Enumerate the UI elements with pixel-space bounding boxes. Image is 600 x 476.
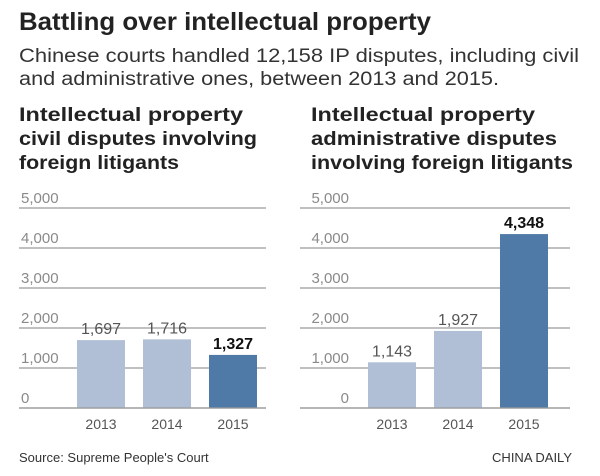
bar-2015 xyxy=(209,354,257,408)
bar-2013 xyxy=(368,362,416,408)
y-tick-label: 2,000 xyxy=(21,310,59,327)
bar-2014 xyxy=(434,330,482,408)
x-category-label: 2015 xyxy=(217,416,248,432)
value-label: 1,927 xyxy=(438,312,478,329)
x-category-label: 2014 xyxy=(442,416,473,432)
bar-2013 xyxy=(77,340,125,408)
source-note: Source: Supreme People's Court xyxy=(19,450,209,465)
x-category-label: 2014 xyxy=(151,416,182,432)
y-tick-label: 3,000 xyxy=(311,270,349,287)
value-label: 1,143 xyxy=(372,343,412,360)
chart1-title-line-3: foreign litigants xyxy=(19,153,179,174)
chart1-title-line-1: Intellectual property xyxy=(19,105,244,126)
y-tick-label: 0 xyxy=(341,390,349,407)
administrative-disputes-chart: 0 1,000 2,000 3,000 4,000 5,000 1,143 2013 1,927… xyxy=(300,190,570,432)
x-category-label: 2013 xyxy=(376,416,407,432)
bar-2015 xyxy=(500,234,548,408)
subtitle-line-2: and administrative ones, between 2013 an… xyxy=(19,69,499,90)
value-label: 1,327 xyxy=(213,336,253,353)
value-label: 1,697 xyxy=(81,321,121,338)
value-label: 1,716 xyxy=(147,320,187,337)
main-title: Battling over intellectual property xyxy=(19,8,431,36)
civil-disputes-chart: 0 1,000 2,000 3,000 4,000 5,000 1,697 2013 1,716… xyxy=(19,190,266,432)
value-label: 4,348 xyxy=(504,215,544,232)
chart2-title-line-1: Intellectual property xyxy=(311,105,536,126)
chart1-title-line-2: civil disputes involving xyxy=(19,129,257,150)
chart2-title-line-2: administrative disputes xyxy=(311,129,557,150)
chart2-title-line-3: involving foreign litigants xyxy=(311,153,573,174)
y-tick-label: 1,000 xyxy=(311,350,349,367)
y-tick-label: 1,000 xyxy=(21,350,59,367)
y-tick-label: 5,000 xyxy=(311,190,349,207)
x-category-label: 2015 xyxy=(508,416,539,432)
y-tick-label: 3,000 xyxy=(21,270,59,287)
x-category-label: 2013 xyxy=(85,416,116,432)
y-tick-label: 4,000 xyxy=(311,230,349,247)
y-tick-label: 5,000 xyxy=(21,190,59,207)
subtitle-line-1: Chinese courts handled 12,158 IP dispute… xyxy=(19,46,579,67)
china-daily-credit: CHINA DAILY xyxy=(492,450,572,465)
bar-2014 xyxy=(143,339,191,408)
y-tick-label: 0 xyxy=(21,390,29,407)
y-tick-label: 2,000 xyxy=(311,310,349,327)
y-tick-label: 4,000 xyxy=(21,230,59,247)
